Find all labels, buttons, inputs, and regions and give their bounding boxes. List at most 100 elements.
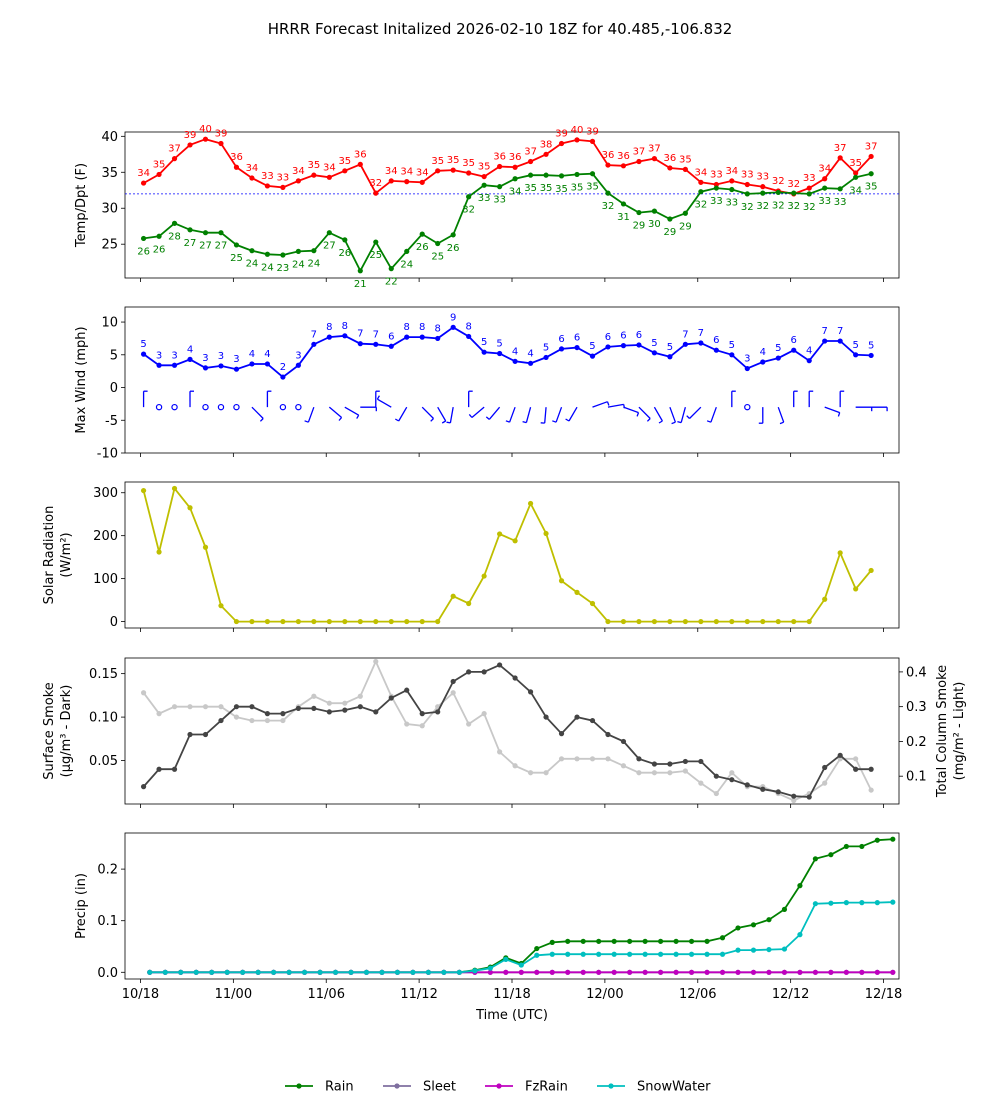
- wind-barb-flag: [356, 414, 360, 419]
- data-label: 7: [682, 329, 688, 340]
- data-point: [667, 618, 673, 625]
- wind-barb-flag: [505, 420, 510, 423]
- data-point: [651, 618, 658, 625]
- calm-wind-marker: [171, 403, 178, 411]
- data-point: [156, 233, 162, 239]
- data-point: [636, 618, 642, 625]
- data-label: 32: [694, 200, 707, 211]
- data-label: 5: [868, 340, 874, 351]
- data-label: 35: [865, 182, 878, 193]
- data-label: 7: [837, 326, 843, 337]
- data-label: 39: [555, 129, 568, 140]
- y-axis-label: Temp/Dpt (F): [74, 163, 89, 248]
- data-label: 36: [602, 150, 615, 161]
- data-point: [404, 179, 410, 185]
- data-point: [543, 354, 549, 361]
- data-label: 35: [447, 155, 460, 166]
- axes-frame: [124, 832, 900, 980]
- data-point: [549, 969, 555, 975]
- data-point: [698, 179, 704, 185]
- data-point: [271, 969, 277, 975]
- data-point: [729, 777, 735, 783]
- data-point: [456, 969, 462, 975]
- data-point: [301, 969, 308, 975]
- panel-solar: 0 100 200 300 Solar Radiation (W/m²): [42, 481, 900, 632]
- data-label: 27: [199, 241, 212, 252]
- data-point: [543, 151, 549, 157]
- data-label: 40: [199, 124, 212, 135]
- axes-frame: [124, 481, 900, 629]
- data-point: [822, 596, 828, 602]
- data-point: [450, 232, 456, 238]
- data-label: 34: [694, 167, 707, 178]
- data-point: [481, 182, 487, 188]
- calm-wind-marker: [744, 403, 751, 411]
- data-point: [404, 721, 410, 727]
- data-label: 33: [803, 173, 816, 184]
- data-point: [280, 374, 286, 380]
- wind-barb-flag: [671, 421, 676, 425]
- data-label: 32: [772, 200, 785, 211]
- data-point: [255, 969, 261, 975]
- data-point: [342, 618, 348, 625]
- data-point: [735, 947, 741, 953]
- data-point: [481, 573, 487, 579]
- data-point: [822, 185, 828, 191]
- data-point: [589, 600, 596, 607]
- data-label: 32: [602, 201, 615, 212]
- wind-barb-flag: [636, 412, 640, 417]
- data-point: [874, 837, 880, 843]
- data-point: [868, 787, 874, 793]
- data-point: [187, 731, 193, 738]
- data-point: [218, 717, 224, 724]
- data-point: [549, 939, 555, 945]
- data-point: [843, 969, 849, 975]
- wind-barb-flag: [686, 415, 690, 419]
- data-point: [704, 938, 710, 944]
- data-point: [596, 951, 602, 957]
- panel-smoke: 0.05 0.10 0.15 Surface Smoke (μg/m³ - Dark) 0…: [42, 657, 967, 808]
- data-point: [580, 951, 586, 957]
- data-point: [527, 770, 534, 776]
- data-point: [373, 618, 379, 625]
- data-point: [466, 721, 472, 727]
- data-label: 30: [648, 219, 661, 230]
- data-label: 35: [462, 158, 475, 169]
- data-point: [853, 170, 859, 176]
- data-point: [264, 711, 271, 717]
- data-point: [171, 362, 178, 368]
- data-point: [642, 951, 648, 957]
- data-point: [187, 505, 193, 511]
- data-point: [859, 843, 865, 850]
- data-point: [156, 766, 162, 772]
- data-point: [518, 962, 524, 968]
- data-point: [543, 172, 549, 178]
- wind-barb: [638, 406, 651, 419]
- data-point: [620, 343, 627, 349]
- data-point: [280, 717, 286, 724]
- wind-barb: [669, 406, 677, 423]
- data-point: [497, 163, 503, 170]
- data-point: [404, 687, 410, 693]
- data-point: [295, 248, 301, 254]
- data-point: [503, 956, 509, 962]
- data-point: [760, 618, 766, 625]
- y2-tick-label: 0.2: [906, 735, 927, 750]
- data-point: [140, 235, 147, 242]
- wind-barb-flag: [677, 420, 682, 424]
- x-tick-label: 12/06: [679, 987, 716, 1002]
- data-point: [580, 938, 586, 944]
- y2-axis-label: Total Column Smoke: [935, 665, 950, 798]
- data-label: 23: [277, 263, 290, 274]
- wind-barb-flag: [446, 421, 451, 424]
- data-point: [357, 341, 363, 347]
- data-point: [565, 951, 571, 957]
- data-point: [357, 161, 363, 167]
- data-point: [812, 856, 819, 862]
- data-point: [326, 618, 332, 625]
- series-line-rain: [149, 838, 893, 974]
- data-point: [140, 180, 147, 186]
- data-point: [249, 717, 255, 724]
- wind-barb-flag: [552, 420, 557, 423]
- data-point: [775, 355, 781, 361]
